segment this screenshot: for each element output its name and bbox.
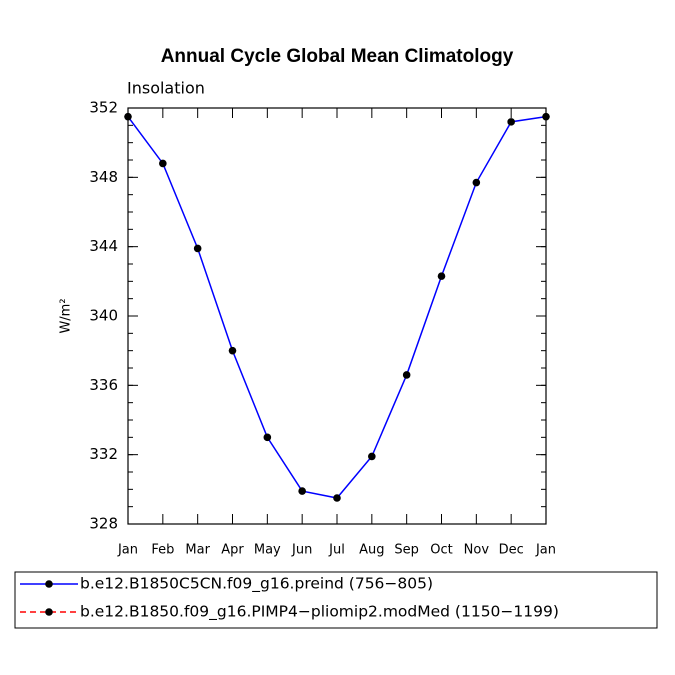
x-tick-label: Sep — [394, 543, 419, 558]
y-tick-label: 332 — [89, 445, 118, 463]
legend-marker — [45, 580, 53, 588]
x-tick-label: Jan — [117, 543, 138, 558]
legend-marker — [45, 608, 53, 616]
chart-title: Annual Cycle Global Mean Climatology — [161, 46, 514, 67]
data-point — [193, 244, 202, 253]
data-point — [472, 178, 481, 187]
data-point — [437, 272, 446, 280]
x-tick-label: May — [254, 543, 281, 558]
y-tick-label: 340 — [89, 307, 118, 325]
x-tick-label: Dec — [499, 543, 524, 558]
y-tick-label: 344 — [89, 237, 118, 255]
y-tick-label: 348 — [89, 168, 118, 186]
data-point — [333, 494, 341, 502]
x-tick-label: Nov — [464, 543, 490, 558]
x-tick-label: Apr — [221, 543, 244, 558]
data-point — [402, 371, 411, 379]
x-tick-label: Mar — [185, 543, 210, 558]
legend-label: b.e12.B1850.f09_g16.PIMP4−pliomip2.modMe… — [80, 603, 559, 622]
legend-label: b.e12.B1850C5CN.f09_g16.preind (756−805) — [80, 575, 433, 594]
x-tick-label: Jun — [291, 543, 312, 558]
data-point — [298, 487, 306, 495]
data-point — [368, 452, 376, 461]
x-tick-label: Feb — [151, 543, 174, 558]
subtitle: Insolation — [127, 79, 205, 98]
y-tick-label: 328 — [89, 515, 118, 533]
data-point — [228, 346, 237, 355]
data-point — [263, 433, 272, 442]
legend-box — [14, 571, 658, 629]
y-tick-label: 336 — [89, 376, 118, 394]
data-point — [159, 159, 167, 168]
x-tick-label: Oct — [430, 543, 452, 558]
y-tick-label: 352 — [89, 99, 118, 117]
data-point — [124, 112, 132, 121]
x-tick-label: Jul — [328, 543, 345, 558]
data-point — [507, 118, 515, 126]
data-point — [542, 112, 550, 121]
series-line — [127, 115, 547, 499]
x-tick-label: Jan — [535, 543, 556, 558]
x-tick-label: Aug — [359, 543, 384, 558]
y-axis-label: W/m² — [59, 298, 74, 333]
